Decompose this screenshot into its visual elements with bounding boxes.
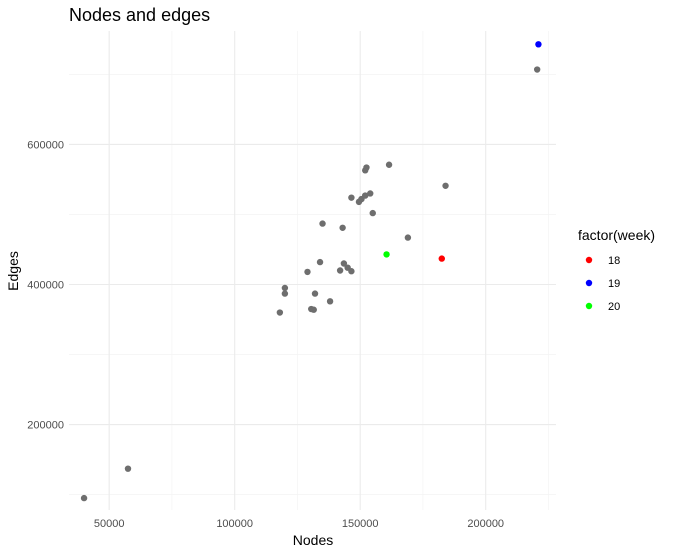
data-point xyxy=(310,306,317,313)
legend-title: factor(week) xyxy=(578,227,655,243)
data-point xyxy=(369,209,376,217)
data-point xyxy=(326,298,334,305)
y-axis-title: Edges xyxy=(5,251,21,291)
legend: factor(week) 18 19 20 xyxy=(578,227,655,313)
legend-label-20: 20 xyxy=(608,301,620,313)
data-point xyxy=(281,290,289,297)
data-point xyxy=(340,260,348,267)
y-tick-label: 400000 xyxy=(27,280,64,292)
data-point-week-20 xyxy=(383,251,390,258)
data-point xyxy=(348,268,355,275)
legend-key-18 xyxy=(585,256,593,264)
data-point xyxy=(316,258,324,266)
data-point xyxy=(404,234,412,241)
data-point xyxy=(319,220,326,227)
y-tick-label: 200000 xyxy=(27,420,64,432)
data-point xyxy=(348,194,355,201)
x-tick-label: 150000 xyxy=(342,518,379,530)
data-point-week-18 xyxy=(438,255,445,262)
legend-label-18: 18 xyxy=(608,255,620,267)
data-point xyxy=(336,267,344,274)
data-point xyxy=(367,190,374,197)
data-point xyxy=(339,224,346,231)
data-point xyxy=(311,290,319,297)
data-point xyxy=(80,494,88,502)
x-tick-label: 50000 xyxy=(94,518,125,530)
data-point xyxy=(385,161,393,168)
y-tick-label: 600000 xyxy=(27,139,64,151)
legend-label-19: 19 xyxy=(608,278,620,290)
data-point xyxy=(281,284,289,292)
x-tick-label: 100000 xyxy=(216,518,253,530)
legend-key-20 xyxy=(585,302,593,310)
chart-title: Nodes and edges xyxy=(69,5,210,25)
data-point xyxy=(363,164,370,171)
data-point xyxy=(304,268,311,276)
data-point xyxy=(276,309,284,316)
legend-key-19 xyxy=(585,279,593,287)
data-point xyxy=(533,66,541,73)
x-tick-label: 200000 xyxy=(467,518,504,530)
plot-area: 50000 100000 150000 200000 200000 400000 60000… xyxy=(27,31,556,530)
data-point xyxy=(442,182,449,189)
data-point xyxy=(124,465,132,472)
data-point xyxy=(362,192,369,199)
data-point-week-19 xyxy=(535,41,542,48)
x-axis-title: Nodes xyxy=(293,532,333,548)
